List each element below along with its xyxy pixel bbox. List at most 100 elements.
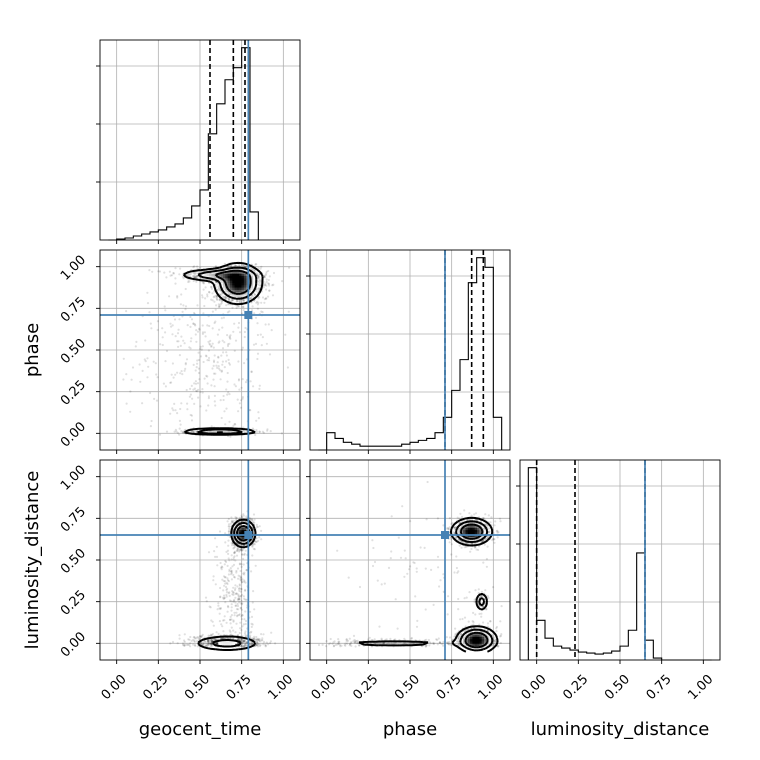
sample-point (241, 602, 244, 605)
sample-point (244, 622, 247, 626)
density-cell (243, 273, 247, 276)
sample-point (226, 605, 230, 608)
sample-point (241, 642, 244, 645)
sample-point (230, 614, 233, 617)
sample-point (497, 644, 500, 647)
sample-point (219, 607, 222, 610)
sample-point (243, 362, 246, 365)
sample-point (250, 570, 253, 573)
sample-point (233, 575, 236, 579)
sample-point (233, 598, 236, 601)
sample-point (229, 522, 232, 525)
sample-point (180, 402, 183, 405)
sample-point (203, 377, 206, 380)
sample-point (206, 644, 209, 647)
sample-point (253, 518, 256, 521)
sample-point (184, 305, 188, 308)
sample-point (202, 641, 205, 644)
sample-point (409, 565, 412, 568)
sample-point (257, 275, 260, 278)
sample-point (336, 643, 339, 646)
sample-point (221, 339, 224, 342)
density-cell (229, 275, 233, 279)
sample-point (240, 581, 243, 584)
sample-point (242, 305, 245, 308)
sample-point (201, 331, 205, 334)
sample-point (227, 525, 230, 528)
sample-point (256, 333, 259, 337)
sample-point (232, 593, 235, 597)
density-cell (234, 277, 238, 281)
density-cell (223, 275, 226, 279)
sample-point (192, 322, 195, 325)
sample-point (222, 295, 225, 298)
sample-point (212, 359, 216, 362)
sample-point (352, 640, 355, 643)
sample-point (193, 272, 196, 275)
sample-point (183, 639, 186, 642)
sample-point (211, 342, 214, 345)
sample-point (223, 576, 227, 579)
density-cell (243, 527, 247, 531)
sample-point (210, 643, 213, 646)
density-cell (206, 273, 210, 276)
density-cell (250, 277, 254, 281)
sample-point (491, 537, 495, 540)
sample-point (229, 618, 232, 621)
sample-point (242, 623, 245, 626)
sample-point (210, 642, 213, 645)
sample-point (249, 634, 252, 637)
sample-point (221, 363, 224, 366)
sample-point (211, 310, 214, 313)
sample-point (237, 594, 240, 598)
sample-point (240, 399, 243, 402)
sample-point (229, 265, 232, 268)
sample-point (173, 402, 176, 405)
sample-point (255, 430, 258, 433)
density-cell (225, 431, 229, 434)
sample-point (184, 308, 187, 311)
sample-point (196, 636, 199, 639)
sample-point (237, 326, 240, 329)
sample-point (477, 545, 480, 548)
sample-point (228, 530, 231, 533)
sample-point (218, 305, 221, 308)
sample-point (155, 399, 159, 402)
density-cell (229, 294, 233, 297)
sample-point (255, 428, 258, 432)
sample-point (227, 391, 230, 394)
sample-point (261, 430, 264, 433)
sample-point (222, 630, 225, 633)
density-cell (241, 287, 245, 290)
sample-point (178, 637, 181, 640)
sample-point (491, 633, 494, 636)
sample-point (258, 645, 261, 648)
sample-point (241, 346, 244, 349)
sample-point (243, 264, 246, 267)
sample-point (217, 638, 220, 641)
sample-point (202, 312, 205, 315)
sample-point (196, 362, 199, 365)
density-cell (250, 284, 254, 288)
density-cell (241, 273, 245, 276)
sample-point (258, 284, 261, 287)
sample-point (152, 360, 155, 363)
sample-point (225, 360, 228, 363)
sample-point (139, 380, 142, 383)
sample-point (207, 290, 211, 294)
sample-point (239, 602, 242, 605)
sample-point (245, 515, 248, 518)
sample-point (237, 598, 241, 601)
sample-point (237, 548, 240, 551)
sample-point (256, 322, 259, 325)
sample-point (176, 340, 179, 343)
sample-point (249, 518, 252, 521)
sample-point (219, 303, 222, 306)
sample-point (165, 349, 169, 353)
sample-point (206, 293, 209, 296)
sample-point (243, 642, 247, 645)
sample-point (264, 273, 267, 277)
sample-point (129, 390, 132, 393)
sample-point (203, 331, 206, 334)
